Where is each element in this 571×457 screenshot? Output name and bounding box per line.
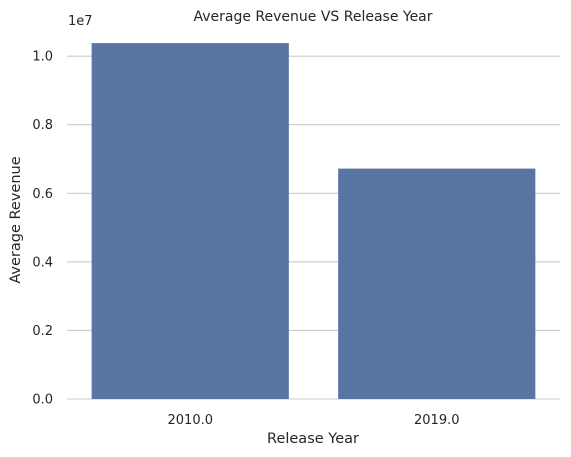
x-tick-label: 2010.0 [168, 413, 214, 428]
bars [91, 43, 536, 399]
y-tick-label: 0.4 [32, 255, 53, 270]
y-tick-label: 0.8 [32, 118, 53, 133]
bar [91, 43, 289, 399]
y-axis-label: Average Revenue [8, 156, 24, 283]
x-axis-label: Release Year [267, 431, 359, 447]
y-tick-label: 0.0 [32, 393, 53, 408]
chart-title: Average Revenue VS Release Year [193, 9, 432, 25]
y-offset-label: 1e7 [68, 14, 93, 29]
y-tick-labels: 0.0 0.2 0.4 0.6 0.8 1.0 [32, 50, 53, 408]
x-tick-label: 2019.0 [414, 413, 460, 428]
y-tick-label: 1.0 [32, 50, 53, 65]
y-tick-label: 0.2 [32, 324, 53, 339]
bar [338, 168, 536, 399]
y-tick-label: 0.6 [32, 187, 53, 202]
x-tick-labels: 2010.0 2019.0 [168, 413, 460, 428]
